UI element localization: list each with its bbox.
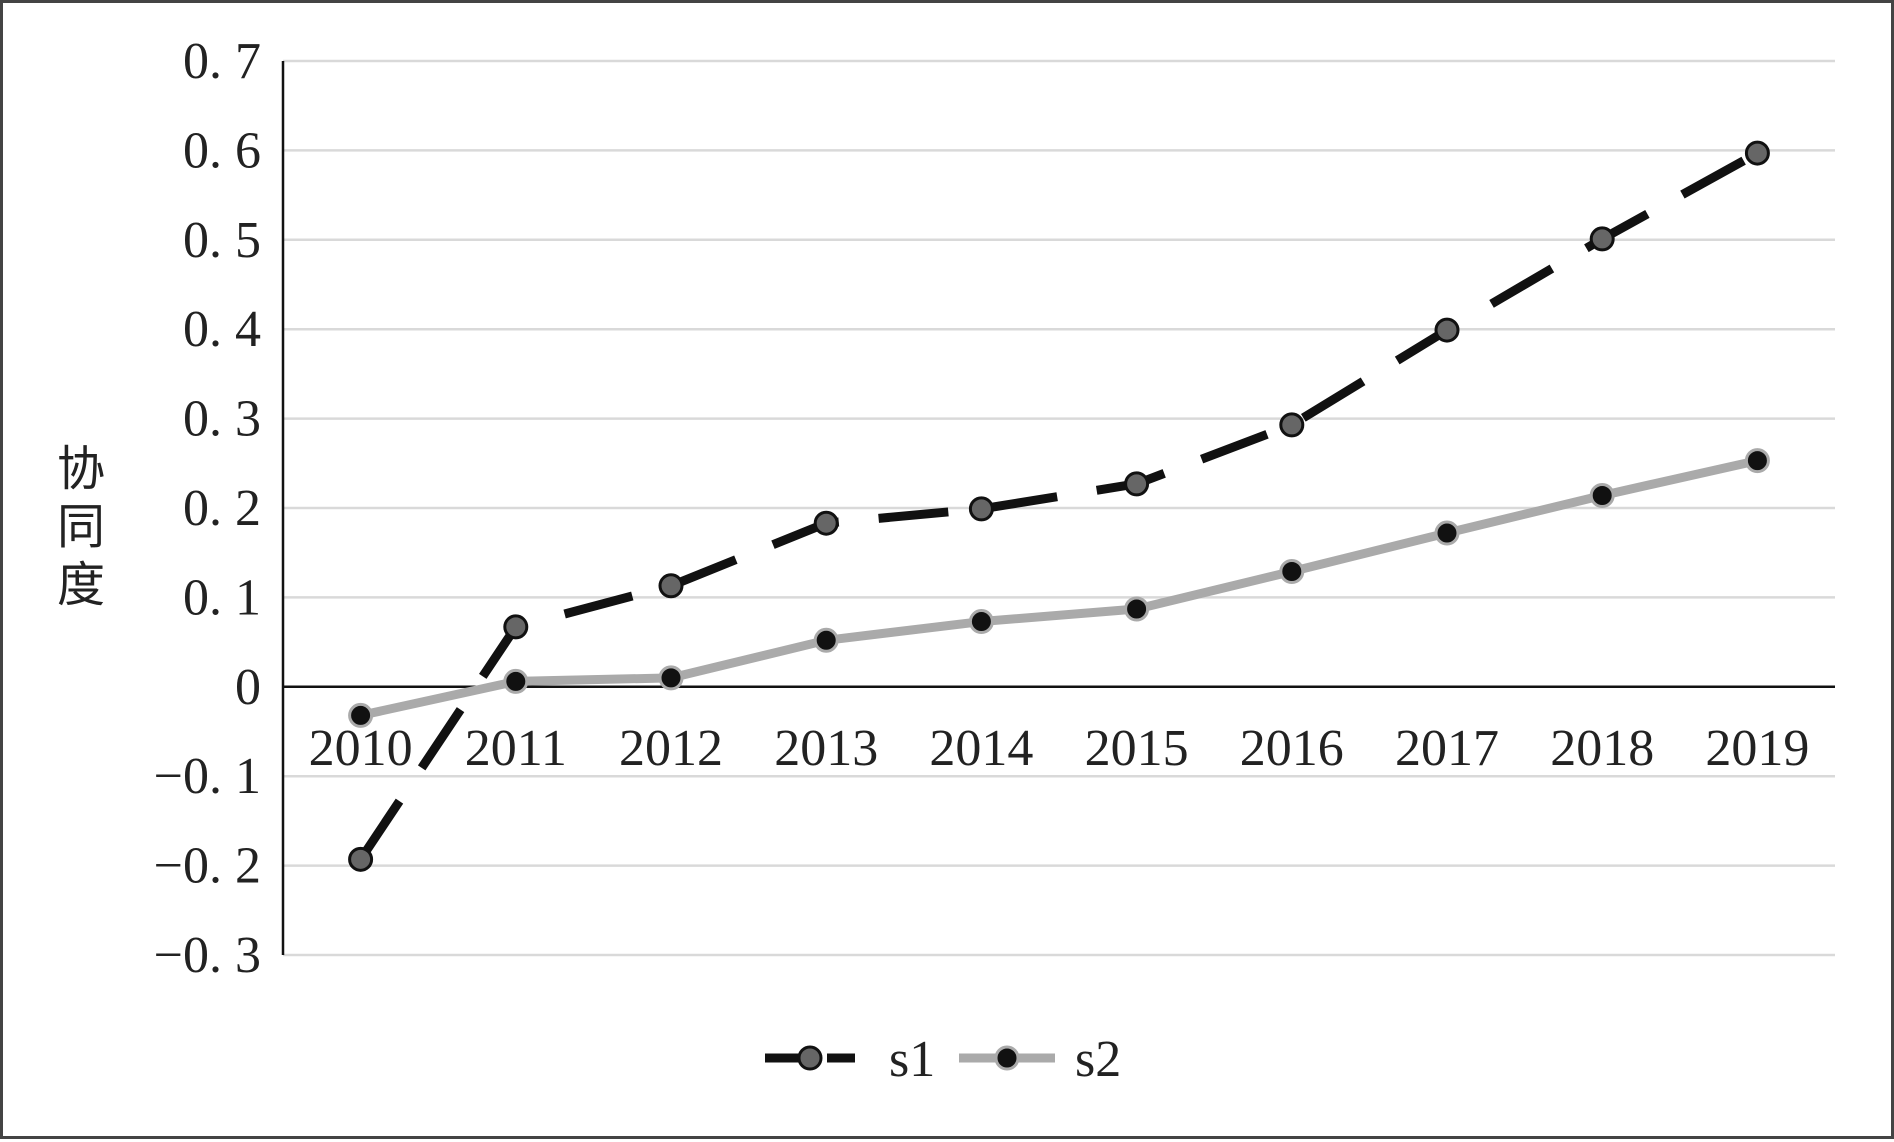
data-point-s2: [503, 668, 529, 694]
y-axis-label: 协同度: [57, 441, 105, 613]
y-tick-label: 0. 5: [183, 212, 261, 269]
legend-label-s1: s1: [889, 1031, 935, 1088]
x-tick-label: 2017: [1395, 720, 1499, 777]
y-tick-label: −0. 1: [154, 748, 261, 805]
data-point-s1: [1434, 317, 1460, 343]
data-point-s1: [348, 846, 374, 872]
y-tick-label: 0. 3: [183, 391, 261, 448]
x-tick-label: 2010: [309, 720, 413, 777]
data-point-s2: [1279, 558, 1305, 584]
data-series: [348, 140, 1770, 872]
series-line-s1: [356, 149, 1760, 862]
data-point-s2: [1124, 596, 1150, 622]
data-point-s2: [813, 627, 839, 653]
y-tick-label: 0. 6: [183, 122, 261, 179]
x-tick-label: 2018: [1550, 720, 1654, 777]
y-tick-label: 0: [235, 659, 261, 716]
data-point-s2: [658, 665, 684, 691]
series-line-s2: [359, 456, 1759, 720]
x-tick-label: 2015: [1085, 720, 1189, 777]
data-point-s1: [1279, 412, 1305, 438]
x-tick-label: 2011: [465, 720, 567, 777]
data-point-s1: [1124, 471, 1150, 497]
data-point-s1: [503, 614, 529, 640]
y-tick-label: −0. 2: [154, 838, 261, 895]
x-tick-labels: 2010 2011 2012 2013 2014 2015 2016 2017 2018 2019: [309, 720, 1810, 777]
legend-marker-s1: [797, 1045, 823, 1071]
y-tick-label: 0. 1: [183, 569, 261, 626]
data-point-s2: [1589, 482, 1615, 508]
y-tick-labels: 0. 7 0. 6 0. 5 0. 4 0. 3 0. 2 0. 1 0 −0. 1 −0. 2 −…: [154, 33, 261, 984]
y-tick-label: −0. 3: [154, 927, 261, 984]
gridlines: [283, 59, 1835, 957]
legend-marker-s2: [994, 1045, 1020, 1071]
x-tick-label: 2012: [619, 720, 723, 777]
data-point-s2: [968, 609, 994, 635]
x-tick-label: 2016: [1240, 720, 1344, 777]
x-tick-label: 2019: [1705, 720, 1809, 777]
data-point-s1: [968, 496, 994, 522]
x-tick-label: 2014: [929, 720, 1033, 777]
data-point-s1: [1589, 226, 1615, 252]
axes: [281, 61, 1835, 955]
data-point-s1: [1744, 140, 1770, 166]
data-point-s2: [348, 702, 374, 728]
line-chart: 0. 7 0. 6 0. 5 0. 4 0. 3 0. 2 0. 1 0 −0. 1 −0. 2 −…: [57, 33, 1835, 1088]
y-tick-label: 0. 2: [183, 480, 261, 537]
y-tick-label: 0. 4: [183, 301, 261, 358]
data-point-s2: [1744, 448, 1770, 474]
data-point-s1: [658, 573, 684, 599]
data-point-s1: [813, 510, 839, 536]
legend-label-s2: s2: [1075, 1031, 1121, 1088]
x-tick-label: 2013: [774, 720, 878, 777]
data-point-s2: [1434, 520, 1460, 546]
y-tick-label: 0. 7: [183, 33, 261, 90]
legend: s1 s2: [765, 1031, 1121, 1088]
y-axis-title: 协同度: [57, 441, 105, 613]
